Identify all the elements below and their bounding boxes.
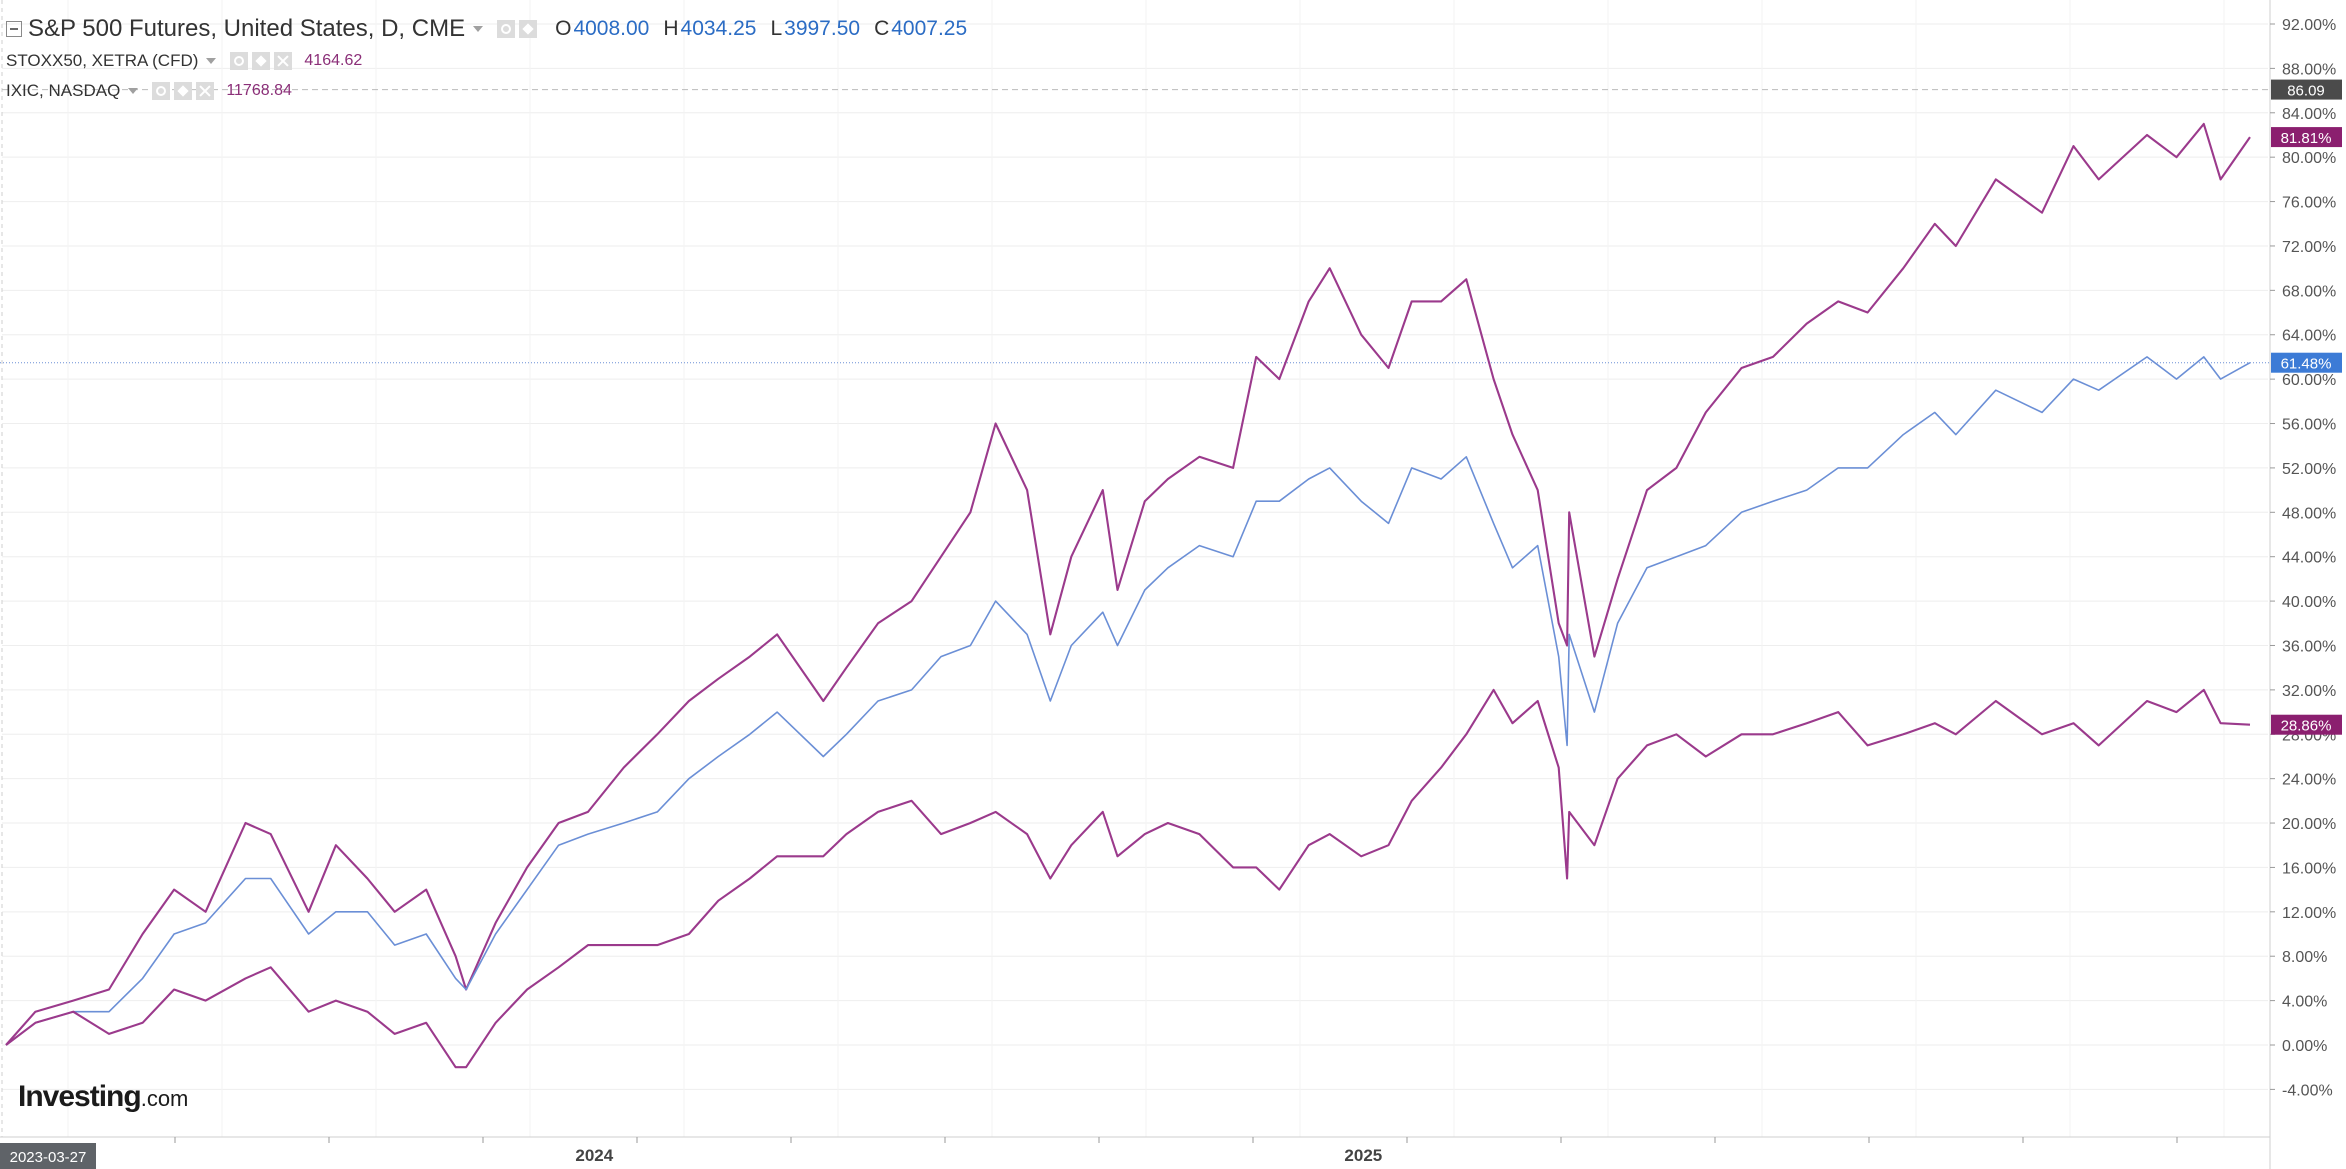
start-date-label: 2023-03-27 <box>10 1149 87 1166</box>
chevron-down-icon[interactable] <box>128 88 139 94</box>
close-icon[interactable] <box>274 52 293 70</box>
gear-icon[interactable] <box>174 82 193 100</box>
y-tick-label: 32.00% <box>2282 683 2336 700</box>
chevron-down-icon[interactable] <box>473 26 484 32</box>
dashed-line-value-tag-bg <box>2271 79 2342 100</box>
eye-icon[interactable] <box>152 82 171 100</box>
gear-icon[interactable] <box>252 52 271 70</box>
y-tick-label: 84.00% <box>2282 106 2336 123</box>
y-tick-label: 56.00% <box>2282 417 2336 434</box>
legend-compare-row-ixic: IXIC, NASDAQ 11768.84 <box>6 76 967 106</box>
y-tick-label: 52.00% <box>2282 461 2336 478</box>
eye-icon[interactable] <box>230 52 249 70</box>
y-tick-label: 4.00% <box>2282 994 2327 1011</box>
sp500-value-tag-bg <box>2271 352 2342 373</box>
series-line[interactable] <box>5 688 2251 1069</box>
main-symbol-label[interactable]: S&P 500 Futures, United States, D, CME <box>28 15 466 42</box>
eye-icon[interactable] <box>497 20 516 38</box>
y-tick-label: 8.00% <box>2282 949 2327 966</box>
y-tick-label: 16.00% <box>2282 860 2336 877</box>
legend-compare-row-stoxx: STOXX50, XETRA (CFD) 4164.62 <box>6 46 967 76</box>
collapse-icon[interactable] <box>6 21 22 37</box>
y-tick-label: 72.00% <box>2282 239 2336 256</box>
y-tick-label: 40.00% <box>2282 594 2336 611</box>
y-tick-label: 80.00% <box>2282 150 2336 167</box>
sp500-value-tag: 61.48% <box>2281 356 2332 373</box>
series-line[interactable] <box>5 356 2251 1046</box>
y-tick-label: -4.00% <box>2282 1082 2333 1099</box>
dashed-line-value-tag: 86.09 <box>2287 83 2325 100</box>
compare-last-value: 11768.84 <box>226 82 292 99</box>
open-key: O <box>555 17 572 40</box>
low-value: 3997.50 <box>784 17 861 40</box>
high-key: H <box>663 17 679 40</box>
x-tick-label: 2025 <box>1344 1146 1382 1165</box>
legend-main-row: S&P 500 Futures, United States, D, CME O… <box>6 12 967 46</box>
y-tick-label: 76.00% <box>2282 195 2336 212</box>
close-value: 4007.25 <box>891 17 968 40</box>
ixic-value-tag-bg <box>2271 127 2342 148</box>
start-date-bg <box>0 1143 96 1169</box>
investing-logo: Investing.com <box>18 1080 188 1114</box>
x-tick-label: 2024 <box>575 1146 613 1165</box>
y-tick-label: 68.00% <box>2282 283 2336 300</box>
compare-last-value: 4164.62 <box>304 52 363 69</box>
series-line[interactable] <box>5 122 2251 1046</box>
y-tick-label: 36.00% <box>2282 638 2336 655</box>
y-tick-label: 64.00% <box>2282 328 2336 345</box>
y-tick-label: 0.00% <box>2282 1038 2327 1055</box>
low-key: L <box>770 17 783 40</box>
stoxx-value-tag: 28.86% <box>2281 718 2332 735</box>
y-tick-label: 12.00% <box>2282 905 2336 922</box>
y-tick-label: 88.00% <box>2282 61 2336 78</box>
y-tick-label: 20.00% <box>2282 816 2336 833</box>
y-tick-label: 24.00% <box>2282 772 2336 789</box>
compare-symbol-label[interactable]: STOXX50, XETRA (CFD) <box>6 51 199 70</box>
ixic-value-tag: 81.81% <box>2281 130 2332 147</box>
close-icon[interactable] <box>196 82 215 100</box>
y-tick-label: 92.00% <box>2282 17 2336 34</box>
stoxx-value-tag-bg <box>2271 714 2342 735</box>
chart-legend: S&P 500 Futures, United States, D, CME O… <box>6 12 967 106</box>
y-tick-label: 48.00% <box>2282 505 2336 522</box>
compare-symbol-label[interactable]: IXIC, NASDAQ <box>6 81 121 100</box>
logo-wordmark: Investing <box>18 1080 142 1113</box>
high-value: 4034.25 <box>680 17 757 40</box>
chevron-down-icon[interactable] <box>206 58 217 64</box>
close-key: C <box>874 17 890 40</box>
open-value: 4008.00 <box>573 17 650 40</box>
y-tick-label: 44.00% <box>2282 550 2336 567</box>
logo-suffix: .com <box>140 1086 189 1111</box>
y-tick-label: 60.00% <box>2282 372 2336 389</box>
gear-icon[interactable] <box>519 20 538 38</box>
